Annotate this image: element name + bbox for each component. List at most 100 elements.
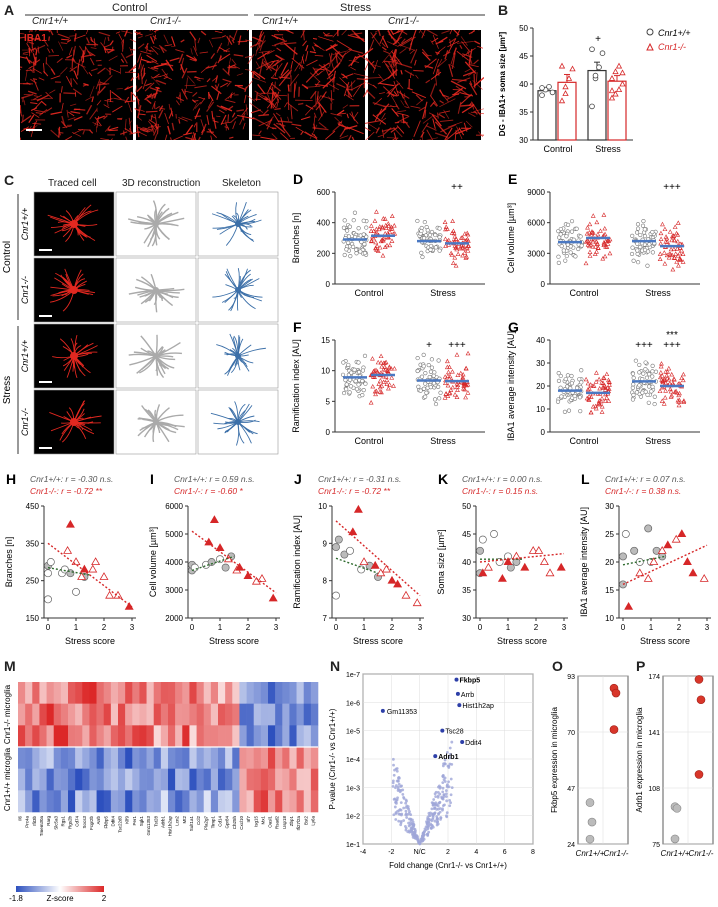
panel-a-image-3-process — [318, 64, 332, 73]
ytick-label: 1e-6 — [346, 700, 360, 707]
volcano-point — [399, 821, 403, 825]
heatmap-cell — [218, 703, 226, 726]
panel-a-image-2-process — [243, 94, 247, 104]
data-point — [558, 232, 563, 237]
gene-label: Ch25h — [232, 816, 237, 830]
panel-a-image-2-process — [145, 82, 152, 87]
panel-a-col1: Cnr1+/+ — [32, 16, 69, 27]
panel-a-image-2-process — [137, 73, 140, 80]
data-point — [349, 370, 354, 375]
data-point — [465, 248, 471, 253]
gene-label: Hist1h2ap — [168, 816, 173, 837]
xtick-label: 4 — [474, 849, 478, 856]
xtick-label: 1 — [649, 623, 654, 632]
panel-a-image-4-process — [435, 68, 439, 76]
data-point — [631, 392, 636, 398]
panel-a-image-2-process — [194, 76, 200, 79]
xtick-label: 2 — [102, 623, 107, 632]
panel-a-image-4-process — [425, 125, 437, 131]
panel-a-image-2-process — [158, 105, 164, 112]
heatmap-cell — [296, 725, 305, 748]
volcano-point — [413, 836, 416, 840]
data-point — [574, 385, 580, 390]
panel-a-image-4-process — [361, 47, 374, 58]
panel-a-image-4-process — [450, 52, 455, 65]
panel-b-legend-wt-marker — [646, 28, 654, 36]
data-point — [607, 382, 612, 387]
gene-label: Il6 — [18, 816, 23, 821]
panel-a-image-1-process — [39, 108, 48, 116]
panel-a-image-3-process — [336, 109, 345, 116]
panel-c-group-stress: Stress — [2, 376, 13, 404]
panel-a-col4: Cnr1-/- — [388, 16, 420, 27]
panel-a-image-4-process — [421, 30, 426, 39]
data-point — [450, 218, 456, 223]
ytick-label: 2000 — [165, 614, 183, 623]
panel-a-image-3-process — [316, 91, 319, 103]
heatmap-cell — [168, 703, 176, 726]
panel-a-image-1-process — [63, 92, 76, 95]
panel-a-image-4-process — [385, 63, 396, 79]
panel-a-image-3-process — [295, 126, 312, 137]
data-point — [563, 258, 568, 263]
panel-a-image-3-process — [255, 40, 266, 52]
heatmap-cell — [68, 768, 76, 791]
data-point — [432, 370, 437, 375]
data-point — [658, 363, 664, 369]
data-point — [445, 393, 451, 398]
panel-a-image-4-process — [401, 38, 406, 44]
ko-point — [393, 579, 403, 588]
panel-a-image-4-process — [433, 102, 438, 107]
panel-c-row-label: Cnr1-/- — [20, 408, 30, 436]
panel-letter-b: B — [498, 2, 509, 18]
volcano-point — [397, 819, 401, 823]
panel-j-ko-stat: Cnr1-/-: r = -0.72 ** — [318, 486, 391, 496]
volcano-point — [432, 807, 436, 810]
panel-a-image-2-process — [156, 124, 160, 135]
panel-a-image-1-process — [41, 100, 47, 106]
panel-a-image-4-process — [458, 127, 465, 136]
heatmap-cell — [182, 747, 190, 769]
panel-a-image-3-process — [259, 35, 266, 51]
data-point — [593, 379, 599, 384]
panel-a-image-2-process — [233, 54, 244, 57]
panel-a-image-1-process — [36, 94, 49, 102]
panel-a-image-1-process — [94, 116, 102, 127]
data-point — [641, 219, 646, 224]
panel-a-image-1-process — [30, 47, 37, 51]
panel-a-image-3-process — [328, 96, 333, 104]
data-point — [602, 253, 608, 259]
heatmap-cell — [89, 682, 97, 704]
gene-label: Arrb — [96, 816, 101, 825]
data-point — [419, 250, 424, 255]
highlight-label: Fkbp5 — [460, 678, 481, 685]
panel-a-image-2-process — [223, 50, 230, 52]
volcano-point — [436, 791, 440, 794]
ytick-label: 30 — [605, 502, 614, 511]
data-point — [629, 251, 635, 257]
ko-point — [65, 519, 75, 528]
gene-label: Ddit4 — [110, 816, 115, 827]
panel-c-recon-2-soma — [153, 287, 159, 293]
panel-letter-d: D — [293, 171, 303, 187]
heatmap-cell — [253, 703, 262, 726]
panel-a-image-4-process — [431, 114, 442, 127]
data-point — [445, 382, 451, 388]
panel-letter-p: P — [636, 658, 646, 674]
data-point — [579, 243, 584, 248]
heatmap-cell — [139, 703, 147, 726]
heatmap-cell — [60, 747, 69, 769]
data-point — [418, 388, 423, 393]
panel-a-image-1-process — [34, 44, 46, 51]
data-point — [460, 252, 466, 258]
panel-a-image-3-process — [274, 64, 279, 77]
panel-c-traced-1 — [33, 191, 115, 257]
panel-a-image-4-process — [376, 108, 387, 117]
highlight-point — [433, 754, 438, 759]
panel-a-image-1-process — [102, 75, 113, 85]
panel-letter-c: C — [4, 172, 15, 188]
panel-letter-o: O — [552, 658, 563, 674]
volcano-point — [429, 826, 433, 830]
panel-a-image-1-process — [66, 109, 69, 118]
